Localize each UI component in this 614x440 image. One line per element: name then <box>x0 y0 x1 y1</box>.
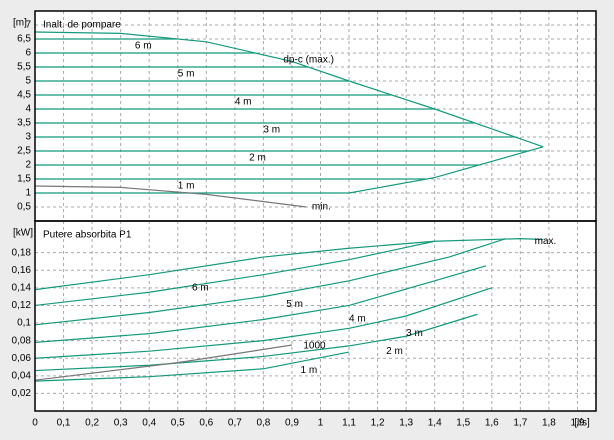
y-tick-label: 3 <box>25 132 31 143</box>
x-tick-label: 1,4 <box>428 418 442 429</box>
y-tick-label: 5 <box>25 76 31 87</box>
y-tick-label: 0,5 <box>17 202 31 213</box>
y-tick-label: 7 <box>25 20 31 31</box>
y-tick-label: 6 <box>25 48 31 59</box>
curve <box>34 240 435 307</box>
y-tick-label: 1 <box>25 188 31 199</box>
panel-title: Putere absorbita P1 <box>43 230 132 241</box>
x-tick-label: 1,2 <box>371 418 385 429</box>
y-tick-label: 0,16 <box>12 265 32 276</box>
y-tick-label: 4,5 <box>17 90 31 101</box>
annotation: 5 m <box>178 69 195 80</box>
curve <box>34 351 350 382</box>
y-tick-label: 2,5 <box>17 146 31 157</box>
annotation: 1000 <box>303 341 326 352</box>
x-tick-label: 0 <box>32 418 38 429</box>
x-tick-label: 0,6 <box>199 418 213 429</box>
x-tick-label: 0,1 <box>57 418 71 429</box>
annotation: max. <box>535 236 557 247</box>
x-tick-label: 0,9 <box>285 418 299 429</box>
annotation: 1 m <box>301 365 318 376</box>
y-tick-label: 0,14 <box>12 282 32 293</box>
curve <box>34 287 492 359</box>
y-tick-label: 1,5 <box>17 174 31 185</box>
y-unit: [kW] <box>13 228 33 239</box>
y-tick-label: 0,04 <box>12 370 32 381</box>
x-tick-label: 0,4 <box>142 418 156 429</box>
y-tick-label: 0,02 <box>12 388 32 399</box>
y-tick-label: 2 <box>25 160 31 171</box>
annotation: 3 m <box>406 328 423 339</box>
annotation: 5 m <box>286 299 303 310</box>
x-tick-label: 1,8 <box>542 418 556 429</box>
x-tick-label: 0,7 <box>228 418 242 429</box>
x-tick-label: 0,5 <box>171 418 185 429</box>
x-tick-label: 1,1 <box>342 418 356 429</box>
curve <box>34 237 544 291</box>
x-unit: [l/s] <box>574 418 590 429</box>
curve <box>34 238 507 326</box>
plot-background <box>35 11 596 411</box>
x-tick-label: 1,9 <box>570 418 584 429</box>
annotation: 1 m <box>178 181 195 192</box>
x-tick-label: 0,3 <box>114 418 128 429</box>
x-tick-label: 1,3 <box>399 418 413 429</box>
y-tick-label: 5,5 <box>17 62 31 73</box>
y-unit: [m] <box>13 18 27 29</box>
x-tick-label: 1,7 <box>513 418 527 429</box>
y-tick-label: 0,12 <box>12 300 32 311</box>
curve <box>34 313 478 372</box>
x-tick-label: 0,8 <box>256 418 270 429</box>
annotation: 4 m <box>349 313 366 324</box>
x-tick-label: 1,6 <box>485 418 499 429</box>
x-tick-label: 1,5 <box>456 418 470 429</box>
annotation: 2 m <box>249 153 266 164</box>
x-tick-label: 1 <box>318 418 324 429</box>
curve <box>34 31 544 148</box>
curve <box>34 344 293 381</box>
y-tick-label: 3,5 <box>17 118 31 129</box>
annotation: 6 m <box>192 282 209 293</box>
curve <box>34 185 307 208</box>
curve <box>34 265 487 343</box>
y-tick-label: 6,5 <box>17 34 31 45</box>
y-tick-label: 0,08 <box>12 335 32 346</box>
y-tick-label: 0,1 <box>17 318 31 329</box>
annotation: 4 m <box>235 97 252 108</box>
annotation: 2 m <box>386 346 403 357</box>
x-tick-label: 0,2 <box>85 418 99 429</box>
y-tick-label: 0,18 <box>12 247 32 258</box>
annotation: min. <box>312 202 331 213</box>
annotation: 3 m <box>263 125 280 136</box>
annotation: dp-c (max.) <box>283 55 334 66</box>
annotation: 6 m <box>135 41 152 52</box>
panel-border <box>34 220 597 412</box>
panel-title: Inalt. de pompare <box>43 20 121 31</box>
y-tick-label: 0,06 <box>12 353 32 364</box>
y-tick-label: 4 <box>25 104 31 115</box>
